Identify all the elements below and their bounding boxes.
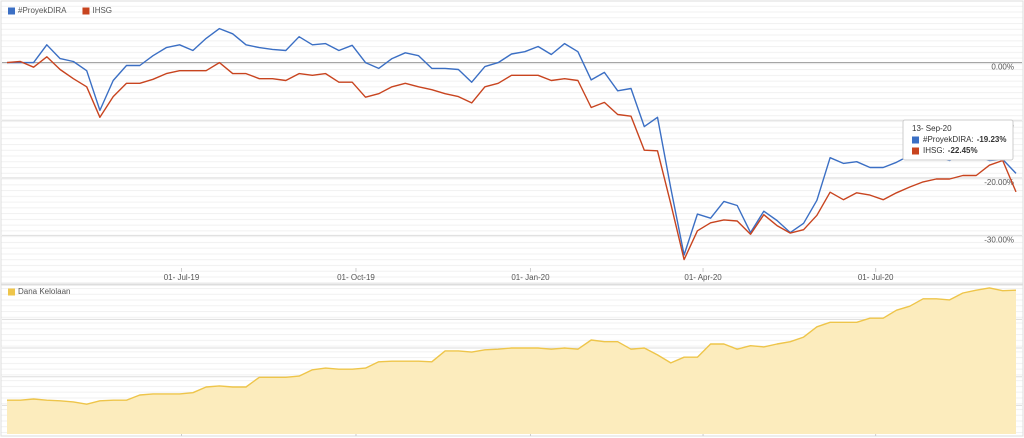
tooltip-swatch bbox=[912, 136, 919, 144]
tooltip-value: -22.45% bbox=[948, 146, 978, 155]
legend-swatch bbox=[8, 7, 15, 15]
series-line bbox=[7, 287, 1017, 405]
tooltip-box bbox=[902, 119, 1014, 161]
tooltip: 13- Sep-20 #ProyekDIRA: -19.23% IHSG: -22.45… bbox=[902, 119, 1014, 161]
legend-label: #ProyekDIRA bbox=[18, 6, 67, 15]
legend-label: Dana Kelolaan bbox=[18, 287, 70, 296]
series-line bbox=[6, 56, 1017, 261]
x-tick-label: 01- Jan-20 bbox=[511, 273, 550, 282]
x-tick-label: 01- Jul-19 bbox=[164, 273, 200, 282]
tooltip-swatch bbox=[912, 147, 919, 155]
legend-swatch bbox=[8, 288, 15, 296]
legend-label: IHSG bbox=[92, 6, 112, 15]
x-tick-label: 01- Jul-20 bbox=[858, 273, 894, 282]
y-tick-label: -30.00% bbox=[984, 236, 1014, 245]
x-tick-label: 01- Oct-19 bbox=[337, 273, 375, 282]
area bbox=[7, 287, 1016, 434]
tooltip-name: IHSG: bbox=[923, 146, 945, 155]
tooltip-value: -19.23% bbox=[977, 135, 1007, 144]
tooltip-name: #ProyekDIRA: bbox=[923, 135, 974, 144]
y-tick-label: -20.00% bbox=[984, 178, 1014, 187]
legend-swatch bbox=[82, 7, 90, 15]
tooltip-title: 13- Sep-20 bbox=[912, 124, 952, 133]
series-line bbox=[7, 27, 1017, 256]
y-tick-label: 0.00% bbox=[991, 63, 1014, 72]
top-panel bbox=[0, 0, 1024, 285]
x-tick-label: 01- Apr-20 bbox=[684, 273, 722, 282]
